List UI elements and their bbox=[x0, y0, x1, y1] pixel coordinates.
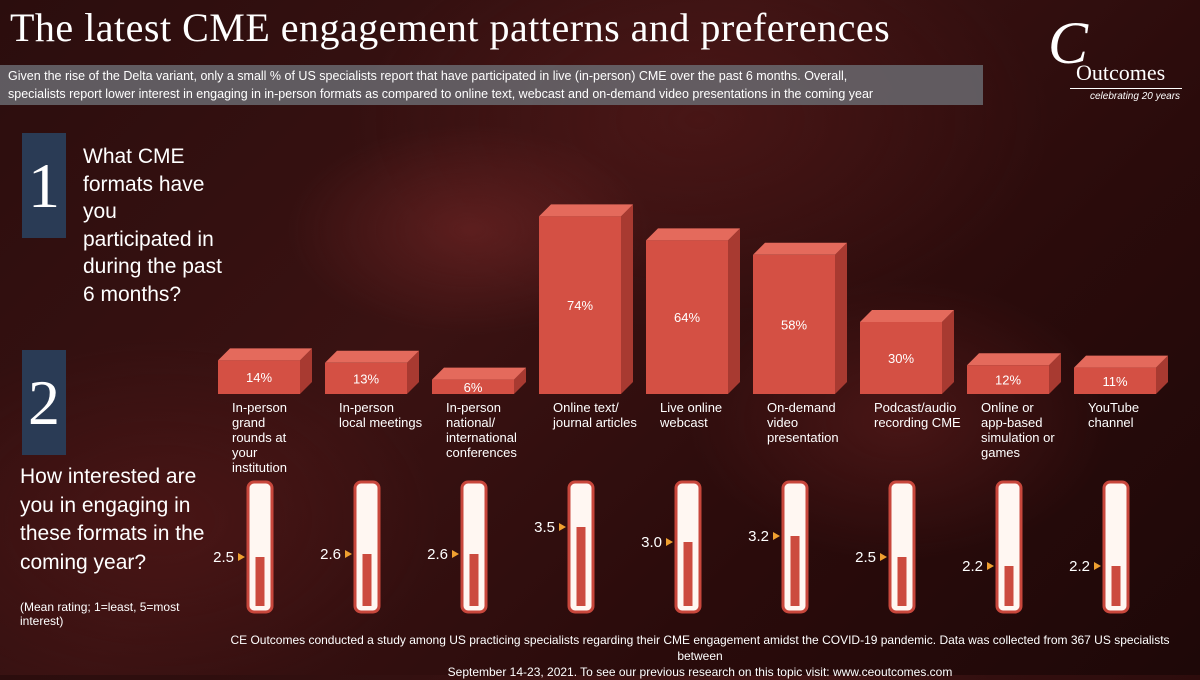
bar-value-label: 12% bbox=[995, 373, 1021, 388]
logo-word: Outcomes bbox=[1076, 60, 1166, 85]
rating-arrow bbox=[452, 550, 459, 558]
rating-value-label: 2.2 bbox=[962, 558, 983, 575]
bar-value-label: 58% bbox=[781, 317, 807, 332]
bar bbox=[753, 254, 835, 394]
bar bbox=[1074, 367, 1156, 394]
footer-line: September 14-23, 2021. To see our previo… bbox=[447, 665, 953, 679]
intro-panel: Given the rise of the Delta variant, onl… bbox=[0, 65, 983, 105]
bar-value-label: 6% bbox=[464, 380, 483, 395]
bar-side bbox=[835, 242, 847, 394]
rating-value-label: 2.5 bbox=[855, 549, 876, 566]
intro-line: specialists report lower interest in eng… bbox=[8, 87, 874, 101]
rating-arrow bbox=[238, 553, 245, 561]
rating-value-label: 3.5 bbox=[534, 519, 555, 536]
bar-top bbox=[432, 367, 526, 380]
rating-gauge-fill bbox=[790, 536, 800, 606]
bar-top bbox=[646, 228, 740, 241]
rating-arrow bbox=[559, 523, 566, 531]
rating-gauge-fill bbox=[1111, 566, 1121, 606]
rating-arrow bbox=[345, 550, 352, 558]
footer-note: CE Outcomes conducted a study among US p… bbox=[220, 632, 1180, 680]
bar-top bbox=[218, 348, 312, 361]
rating-gauge-fill bbox=[255, 557, 265, 606]
category-label: In-person national/international conferenc… bbox=[446, 400, 517, 460]
rating-value-label: 2.6 bbox=[320, 546, 341, 563]
bar bbox=[646, 240, 728, 394]
rating-gauge-fill bbox=[1004, 566, 1014, 606]
bar-value-label: 13% bbox=[353, 371, 379, 386]
bar bbox=[967, 365, 1049, 394]
bar-value-label: 11% bbox=[1102, 374, 1127, 389]
bar-side bbox=[621, 204, 633, 394]
category-label: YouTube channel bbox=[1088, 400, 1139, 430]
bar-side bbox=[1156, 355, 1168, 394]
rating-arrow bbox=[987, 562, 994, 570]
bar-side bbox=[942, 310, 954, 394]
question-1-text: What CME formats have you participated i… bbox=[83, 145, 222, 306]
question-2-number: 2 bbox=[22, 350, 66, 455]
rating-arrow bbox=[1094, 562, 1101, 570]
bar-value-label: 30% bbox=[888, 351, 914, 366]
rating-gauge bbox=[888, 480, 916, 614]
bar bbox=[218, 360, 300, 394]
rating-gauge bbox=[246, 480, 274, 614]
bar-top bbox=[1074, 355, 1168, 368]
logo-divider bbox=[1070, 88, 1182, 89]
bar-top bbox=[753, 242, 847, 255]
bar bbox=[539, 216, 621, 394]
rating-value-label: 3.2 bbox=[748, 528, 769, 545]
rating-arrow bbox=[773, 532, 780, 540]
rating-gauge bbox=[1102, 480, 1130, 614]
bar-side bbox=[407, 350, 419, 394]
category-label: Online or app-based simulation or games bbox=[981, 400, 1055, 460]
logo-mark: C bbox=[1048, 10, 1089, 76]
bar-side bbox=[514, 367, 526, 394]
category-label: Live online webcast bbox=[659, 400, 722, 430]
rating-gauge bbox=[995, 480, 1023, 614]
question-2-text: How interested are you in engaging in th… bbox=[20, 465, 205, 574]
rating-gauge-fill bbox=[362, 554, 372, 606]
rating-arrow bbox=[666, 538, 673, 546]
bar bbox=[860, 322, 942, 394]
rating-value-label: 2.2 bbox=[1069, 558, 1090, 575]
bar-top bbox=[325, 350, 419, 363]
logo-tagline: celebrating 20 years bbox=[1090, 91, 1181, 102]
bar-top bbox=[539, 204, 633, 217]
rating-gauge-fill bbox=[897, 557, 907, 606]
bar-value-label: 14% bbox=[246, 370, 272, 385]
category-label: On-demand video presentation bbox=[767, 400, 839, 445]
rating-value-label: 3.0 bbox=[641, 534, 662, 551]
rating-gauge-fill bbox=[683, 542, 693, 606]
bar bbox=[325, 362, 407, 394]
category-label: In-person grand rounds at your institution bbox=[232, 400, 287, 475]
bar-side bbox=[1049, 353, 1061, 394]
logo: C Outcomes celebrating 20 years bbox=[1040, 8, 1190, 108]
bar-value-label: 74% bbox=[567, 298, 593, 313]
bar-top bbox=[860, 310, 954, 322]
footer-line: CE Outcomes conducted a study among US p… bbox=[230, 633, 1170, 663]
intro-line: Given the rise of the Delta variant, onl… bbox=[8, 69, 848, 83]
rating-value-label: 2.5 bbox=[213, 549, 234, 566]
category-label: Online text/journal articles bbox=[552, 400, 637, 430]
rating-arrow bbox=[880, 553, 887, 561]
question-1-number: 1 bbox=[22, 133, 66, 238]
rating-gauge bbox=[353, 480, 381, 614]
category-label: Podcast/audio recording CME bbox=[874, 400, 961, 430]
rating-gauge bbox=[460, 480, 488, 614]
page-title: The latest CME engagement patterns and p… bbox=[10, 5, 891, 50]
bar-top bbox=[967, 353, 1061, 366]
rating-gauge-fill bbox=[469, 554, 479, 606]
bar bbox=[432, 379, 514, 394]
bar-value-label: 64% bbox=[674, 310, 700, 325]
category-label: In-person local meetings bbox=[339, 400, 423, 430]
bar-side bbox=[728, 228, 740, 394]
bar-side bbox=[300, 348, 312, 394]
rating-value-label: 2.6 bbox=[427, 546, 448, 563]
rating-gauge-fill bbox=[576, 527, 586, 606]
rating-scale-note: (Mean rating; 1=least, 5=most interest) bbox=[20, 600, 180, 628]
